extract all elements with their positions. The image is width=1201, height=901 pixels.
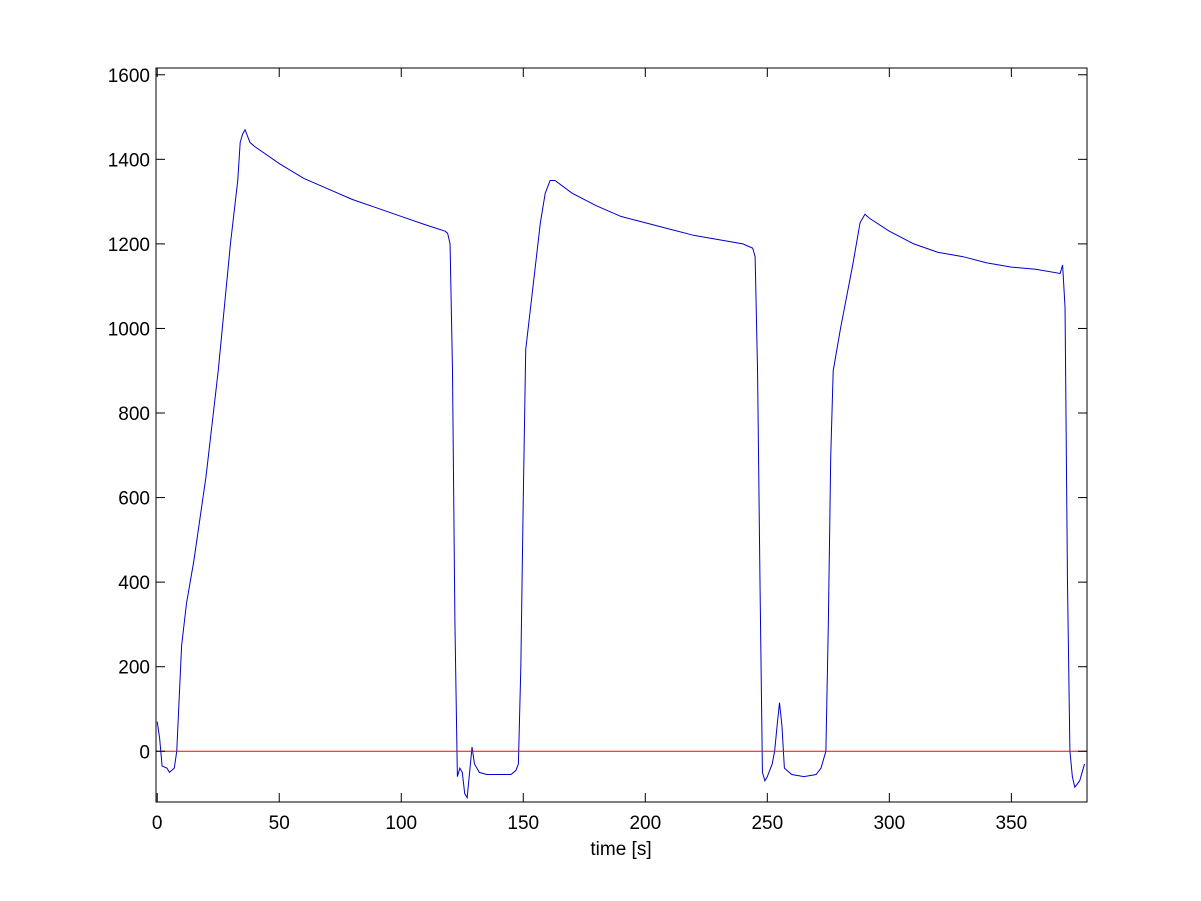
y-tick-label: 1200 <box>108 235 150 256</box>
axes-box <box>155 67 1088 803</box>
y-tick-label: 600 <box>118 489 150 510</box>
x-tick-label: 350 <box>995 813 1027 834</box>
x-tick-label: 200 <box>629 813 661 834</box>
x-tick-label: 100 <box>385 813 417 834</box>
x-tick-label: 300 <box>873 813 905 834</box>
x-tick-label: 250 <box>751 813 783 834</box>
y-tick-label: 200 <box>118 658 150 679</box>
y-tick-label: 1000 <box>108 319 150 340</box>
x-tick-label: 0 <box>152 813 163 834</box>
plot-area <box>156 128 1087 800</box>
x-axis-label: time [s] <box>590 839 651 860</box>
y-tick-label: 400 <box>118 573 150 594</box>
x-tick-label: 150 <box>507 813 539 834</box>
data-line <box>156 128 1086 800</box>
x-tick-label: 50 <box>269 813 290 834</box>
y-tick-label: 1400 <box>108 150 150 171</box>
y-tick-label: 800 <box>118 404 150 425</box>
y-tick-label: 0 <box>139 742 150 763</box>
y-tick-label: 1600 <box>108 66 150 87</box>
